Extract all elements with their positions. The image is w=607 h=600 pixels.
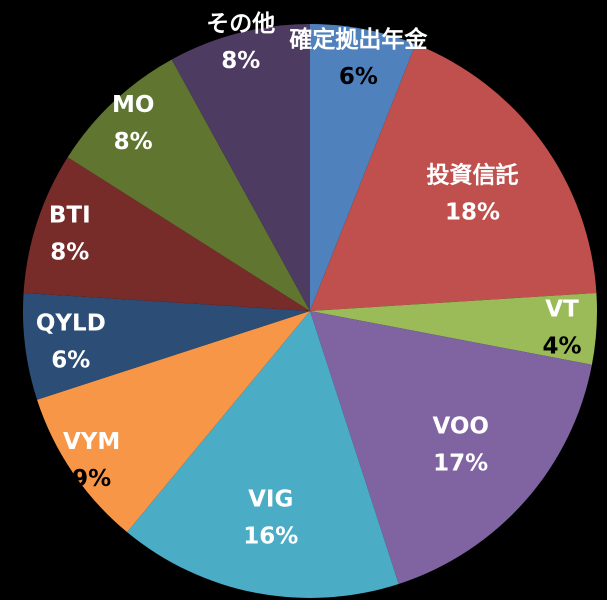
slice-value-vig: 16% — [243, 523, 298, 549]
slice-label-vig: VIG — [248, 486, 293, 512]
slice-label-vym: VYM — [63, 429, 120, 455]
slice-value-item-1: 6% — [339, 64, 378, 90]
slice-label-vt: VT — [545, 296, 579, 322]
slice-value-item-2: 18% — [445, 199, 500, 225]
slices-layer — [22, 24, 597, 598]
slice-label-bti: BTI — [49, 202, 91, 228]
slice-value-mo: 8% — [114, 129, 153, 155]
slice-label-voo: VOO — [432, 413, 489, 439]
pie-slice-vt — [310, 292, 597, 365]
slice-value-bti: 8% — [50, 239, 89, 265]
slice-value-vym: 9% — [72, 466, 111, 492]
pie-slice-bti — [23, 157, 311, 311]
slice-label-qyld: QYLD — [36, 311, 106, 337]
pie-slice-voo — [310, 311, 592, 584]
slice-value-voo: 17% — [433, 450, 488, 476]
slice-label-item-2: 投資信託 — [427, 161, 519, 188]
pie-slice-item-10 — [171, 24, 310, 311]
labels-layer: 確定拠出年金 6% 投資信託 18% VT 4% VOO 17% VIG 16% VYM 9% QYLD… — [36, 11, 582, 549]
slice-label-item-1: 確定拠出年金 — [289, 26, 428, 53]
slice-label-item-10: その他 — [206, 11, 275, 37]
pie-slice-vym — [37, 311, 310, 533]
slice-value-qyld: 6% — [51, 348, 90, 374]
pie-slice-mo — [67, 59, 310, 311]
pie-slice-qyld — [22, 292, 310, 400]
pie-slice-item-2 — [310, 44, 597, 312]
pie-slice-item-1 — [310, 24, 416, 311]
slice-label-mo: MO — [112, 92, 154, 118]
pie-slice-vig — [127, 311, 399, 598]
slice-value-item-10: 8% — [221, 48, 260, 74]
slice-value-vt: 4% — [543, 333, 582, 359]
